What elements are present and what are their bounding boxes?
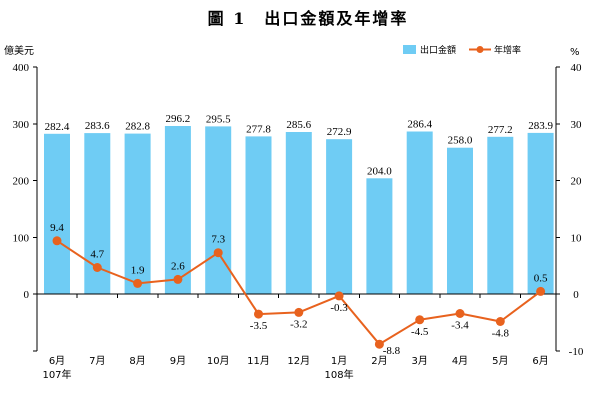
- x-tick-label: 9月: [170, 355, 186, 367]
- bar-export-amount: [205, 126, 232, 295]
- growth-rate-value-label: -0.3: [330, 302, 348, 314]
- growth-rate-value-label: 4.7: [90, 249, 104, 261]
- bar-value-label: 295.5: [206, 113, 231, 125]
- growth-rate-value-label: 7.3: [211, 234, 225, 246]
- growth-rate-point: [294, 307, 304, 317]
- growth-rate-point: [415, 315, 425, 325]
- x-tick-label: 7月: [89, 355, 105, 367]
- x-tick-label: 12月: [287, 355, 310, 367]
- line-series-growth-rate: [52, 236, 546, 349]
- y-left-tick-label: 200: [13, 176, 30, 188]
- bar-export-amount: [527, 132, 554, 295]
- bar-value-label: 282.8: [125, 121, 150, 133]
- growth-rate-value-label: -4.8: [492, 328, 510, 340]
- x-tick-label: 10月: [207, 355, 230, 367]
- bar-series-export-amount: [44, 126, 554, 295]
- bar-export-amount: [285, 132, 312, 295]
- x-tick-label: 1月: [331, 355, 347, 367]
- y-left-tick-label: 400: [13, 62, 30, 74]
- bar-value-label: 283.9: [528, 120, 553, 132]
- y-right-tick-label: -10: [569, 346, 584, 358]
- bar-value-label: 283.6: [85, 120, 110, 132]
- legend-bar-swatch: [403, 45, 416, 54]
- bar-export-amount: [164, 126, 191, 295]
- bar-export-amount: [124, 133, 151, 295]
- growth-rate-point: [213, 248, 223, 258]
- x-tick-label: 6月: [49, 355, 65, 367]
- y-left-tick-label: 300: [13, 119, 30, 131]
- y-right-tick-label: 40: [571, 62, 583, 74]
- legend-label-growth-rate: 年增率: [494, 44, 521, 56]
- growth-rate-point: [254, 309, 263, 319]
- growth-rate-value-label: -3.4: [451, 320, 469, 332]
- growth-rate-value-label: -3.2: [290, 318, 307, 330]
- growth-rate-value-label: 9.4: [50, 222, 64, 234]
- x-tick-label: 5月: [492, 355, 508, 367]
- bar-value-label: 204.0: [367, 165, 392, 177]
- growth-rate-value-label: -3.5: [250, 320, 268, 332]
- y-right-tick-label: 30: [571, 119, 583, 131]
- bar-value-label: 277.8: [246, 123, 271, 135]
- bar-value-label: 282.4: [45, 121, 70, 133]
- bar-value-label: 296.2: [166, 113, 191, 125]
- x-tick-label: 4月: [452, 355, 468, 367]
- y-right-unit-label: %: [570, 47, 580, 58]
- y-left-tick-label: 100: [13, 232, 30, 244]
- growth-rate-point: [133, 278, 143, 288]
- y-right-tick-label: 10: [571, 232, 583, 244]
- bar-value-label: 277.2: [488, 124, 513, 136]
- growth-rate-point: [536, 286, 546, 296]
- y-left-unit-label: 億美元: [4, 44, 34, 57]
- growth-rate-value-label: 0.5: [534, 272, 548, 284]
- growth-rate-value-label: -4.5: [411, 326, 429, 338]
- x-tick-label: 8月: [129, 355, 145, 367]
- x-tick-label: 2月: [371, 355, 387, 367]
- bar-export-amount: [44, 133, 70, 295]
- axes: [36, 67, 557, 351]
- growth-rate-value-label: -8.8: [383, 345, 401, 357]
- x-year-label: 107年: [42, 368, 71, 381]
- bar-export-amount: [326, 139, 353, 295]
- bar-export-amount: [245, 136, 272, 295]
- y-right-tick-label: 20: [571, 176, 583, 188]
- bar-value-label: 285.6: [286, 119, 311, 131]
- bar-value-labels: 282.4 283.6 282.8 296.2 295.5 277.8 285.6 272.9…: [45, 113, 554, 177]
- growth-rate-point: [495, 317, 505, 326]
- x-tick-label: 11月: [247, 355, 270, 367]
- growth-rate-point: [455, 309, 465, 318]
- growth-rate-point: [334, 291, 344, 301]
- bar-export-amount: [406, 131, 433, 295]
- x-year-label: 108年: [325, 368, 354, 381]
- bar-export-amount: [366, 178, 393, 295]
- bar-export-amount: [447, 147, 473, 295]
- x-tick-label: 6月: [532, 355, 548, 367]
- growth-rate-value-label: 1.9: [131, 264, 145, 276]
- y-right-tick-label: 0: [573, 289, 579, 301]
- bar-export-amount: [487, 136, 514, 295]
- legend-line-marker: [476, 46, 484, 53]
- growth-rate-point: [374, 339, 384, 349]
- chart-title: 圖 1 出口金額及年增率: [208, 9, 409, 28]
- x-tick-label: 3月: [412, 355, 428, 367]
- bar-value-label: 258.0: [448, 135, 473, 147]
- bar-value-label: 286.4: [407, 119, 432, 131]
- bar-value-label: 272.9: [327, 126, 352, 138]
- y-left-tick-label: 0: [24, 289, 30, 301]
- legend-label-export-amount: 出口金額: [420, 44, 456, 56]
- growth-rate-value-label: 2.6: [171, 260, 185, 272]
- legend: 出口金額 年增率: [403, 44, 521, 56]
- growth-rate-point: [92, 263, 102, 272]
- growth-rate-point: [173, 274, 183, 284]
- growth-rate-value-labels: 9.4 4.7 1.9 2.6 7.3 -3.5 -3.2 -0.3 -8.8 -4.5 -3.4 -…: [50, 222, 548, 357]
- growth-rate-point: [52, 236, 62, 246]
